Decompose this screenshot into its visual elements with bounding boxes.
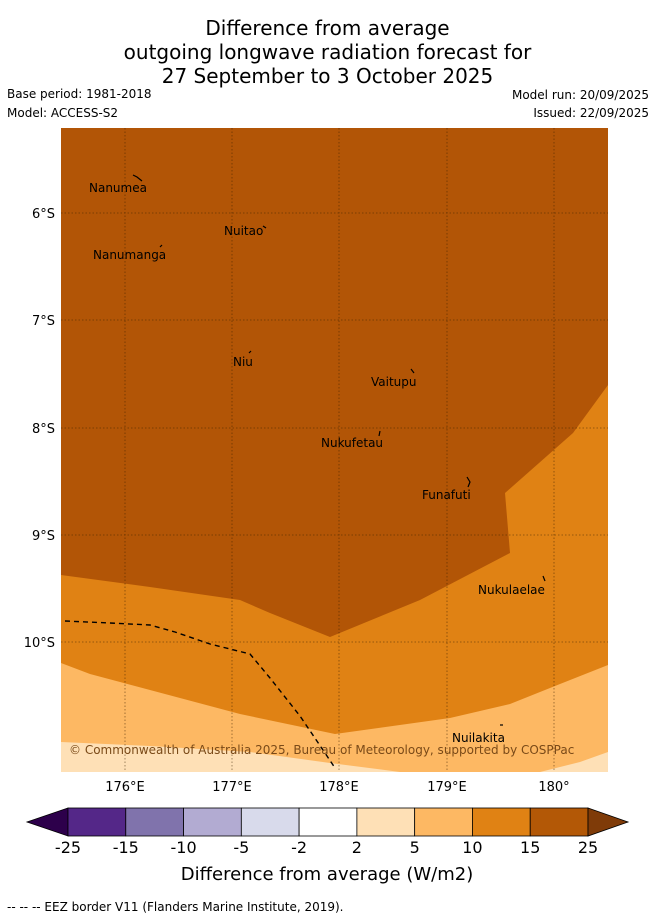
colorbar-segment: [529, 807, 589, 837]
colorbar-tick-labels: -25 -15 -10 -5 -2 2 5 10 15 25: [55, 838, 598, 857]
lon-label-176e: 176°E: [105, 780, 145, 795]
latitude-labels: 6°S 7°S 8°S 9°S 10°S: [24, 207, 55, 651]
lon-label-178e: 178°E: [319, 780, 359, 795]
map-title: Difference from average outgoing longwav…: [0, 16, 655, 88]
lat-label-8s: 8°S: [32, 422, 55, 437]
lon-label-180: 180°: [538, 780, 569, 795]
title-line-2: outgoing longwave radiation forecast for: [123, 40, 532, 64]
anomaly-10-15-region: [61, 385, 608, 772]
lat-label-7s: 7°S: [32, 314, 55, 329]
nukulaelae-island: [542, 575, 546, 582]
model-run-label: Model run: 20/09/2025: [511, 88, 649, 102]
vaitupu-island: [410, 368, 415, 374]
colorbar-tick-label: 2: [352, 838, 362, 857]
niu-island: [248, 350, 252, 354]
nuitao-island: [262, 225, 267, 229]
colorbar-extend-low: [25, 807, 69, 837]
title-line-3: 27 September to 3 October 2025: [161, 64, 494, 88]
colorbar-segment: [414, 807, 473, 837]
colorbar-tick-label: 25: [578, 838, 598, 857]
anomaly-2-5-region-west: [61, 742, 400, 772]
colorbar-tick-label: -5: [233, 838, 249, 857]
eez-legend-note: -- -- -- EEZ border V11 (Flanders Marine…: [7, 900, 344, 914]
colorbar-extend-high: [587, 807, 630, 837]
funafuti-island: [466, 476, 471, 488]
longitude-labels: 176°E 177°E 178°E 179°E 180°: [105, 780, 569, 795]
base-period-label: Base period: 1981-2018: [7, 87, 152, 101]
nanumanga-island: [159, 244, 163, 248]
lon-label-179e: 179°E: [427, 780, 467, 795]
graticule: [61, 128, 608, 772]
map-panel: Nanumea Nuitao Nanumanga Niu Vaitupu Nuk…: [61, 128, 608, 772]
colorbar-tick-label: 5: [410, 838, 420, 857]
colorbar-tick-label: -10: [170, 838, 196, 857]
copyright-notice: © Commonwealth of Australia 2025, Bureau…: [69, 743, 574, 757]
place-label-nukufetau: Nukufetau: [321, 436, 383, 450]
eez-border-line: [64, 620, 336, 769]
colorbar: [25, 807, 630, 837]
colorbar-segment: [125, 807, 184, 837]
model-label: Model: ACCESS-S2: [7, 106, 119, 120]
colorbar-tick-label: 10: [462, 838, 482, 857]
anomaly-2-5-region-east: [540, 752, 608, 772]
colorbar-tick-label: 15: [520, 838, 540, 857]
nukufetau-island: [378, 430, 381, 437]
issued-label: Issued: 22/09/2025: [533, 106, 649, 120]
place-label-nanumea: Nanumea: [89, 181, 147, 195]
anomaly-5-10-region: [61, 663, 608, 772]
colorbar-tick-label: -25: [55, 838, 81, 857]
colorbar-tick-label: -15: [113, 838, 139, 857]
place-label-nanumanga: Nanumanga: [93, 248, 166, 262]
lat-label-9s: 9°S: [32, 529, 55, 544]
place-label-funafuti: Funafuti: [422, 488, 471, 502]
colorbar-segment: [240, 807, 300, 837]
place-label-nuitao: Nuitao: [224, 224, 263, 238]
colorbar-segment: [298, 807, 358, 837]
lat-label-10s: 10°S: [24, 636, 55, 651]
place-label-niu: Niu: [233, 355, 253, 369]
colorbar-segment: [356, 807, 416, 837]
title-line-1: Difference from average: [205, 16, 450, 40]
colorbar-segment: [183, 807, 242, 837]
lat-label-6s: 6°S: [32, 207, 55, 222]
lon-label-177e: 177°E: [212, 780, 252, 795]
colorbar-segment: [67, 807, 127, 837]
place-label-nukulaelae: Nukulaelae: [478, 583, 545, 597]
nanumea-island: [132, 174, 143, 182]
colorbar-title: Difference from average (W/m2): [181, 864, 473, 885]
island-marks: [132, 174, 546, 726]
colorbar-segment: [472, 807, 531, 837]
place-label-nuilakita: Nuilakita: [452, 731, 505, 745]
colorbar-tick-label: -2: [291, 838, 307, 857]
place-label-vaitupu: Vaitupu: [371, 375, 417, 389]
